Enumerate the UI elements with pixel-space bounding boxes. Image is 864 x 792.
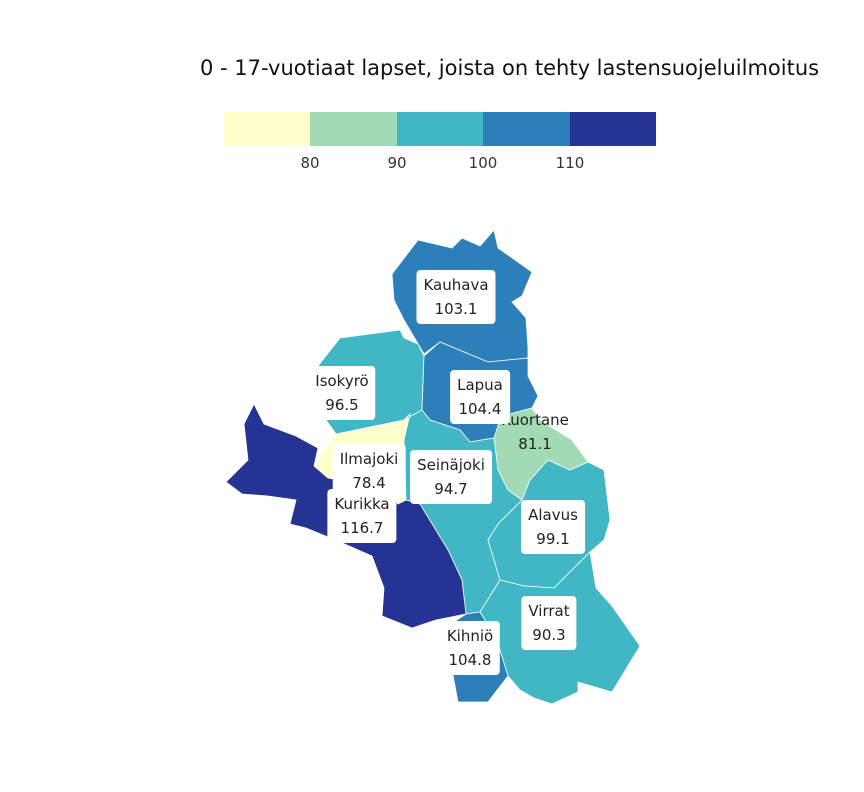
legend-swatch [483, 112, 570, 146]
legend-swatch [310, 112, 397, 146]
municipality-value: 96.5 [325, 396, 359, 414]
legend-swatch [224, 112, 311, 146]
map-label-kurikka: Kurikka 116.7 [327, 489, 397, 543]
municipality-name: Seinäjoki [417, 456, 485, 474]
map-title: 0 - 17-vuotiaat lapset, joista on tehty … [200, 56, 820, 80]
legend-tick: 90 [387, 154, 407, 172]
map-label-seinajoki: Seinäjoki 94.7 [410, 450, 492, 504]
map-label-kuortane: Kuortane 81.1 [494, 405, 576, 459]
map-label-kauhava: Kauhava 103.1 [416, 270, 496, 324]
legend-swatch [396, 112, 484, 146]
legend-tick: 80 [300, 154, 320, 172]
municipality-name: Virrat [528, 602, 570, 620]
municipality-name: Kurikka [334, 495, 390, 513]
legend-tick: 100 [468, 154, 498, 172]
municipality-name: Ilmajoki [339, 450, 399, 468]
municipality-value: 78.4 [352, 474, 386, 492]
legend-tick: 110 [555, 154, 585, 172]
municipality-value: 103.1 [434, 300, 478, 318]
municipality-value: 116.7 [340, 519, 384, 537]
legend-ticks: 80 90 100 110 [224, 154, 656, 178]
map-label-virrat: Virrat 90.3 [521, 596, 577, 650]
municipality-value: 104.4 [458, 400, 502, 418]
map-label-alavus: Alavus 99.1 [521, 500, 585, 554]
municipality-value: 94.7 [434, 480, 468, 498]
map-label-isokyro: Isokyrö 96.5 [308, 366, 376, 420]
legend-swatch [569, 112, 656, 146]
color-legend: 80 90 100 110 [224, 112, 656, 178]
municipality-value: 90.3 [532, 626, 566, 644]
map-label-kihnio: Kihniö 104.8 [439, 621, 501, 675]
municipality-name: Lapua [457, 376, 503, 394]
municipality-value: 99.1 [536, 530, 570, 548]
municipality-name: Kauhava [423, 276, 489, 294]
municipality-name: Kuortane [501, 411, 569, 429]
municipality-name: Alavus [528, 506, 578, 524]
municipality-value: 104.8 [448, 651, 492, 669]
municipality-name: Isokyrö [315, 372, 369, 390]
legend-bar [224, 112, 656, 146]
municipality-value: 81.1 [518, 435, 552, 453]
map-label-lapua: Lapua 104.4 [450, 370, 510, 424]
municipality-name: Kihniö [446, 627, 494, 645]
